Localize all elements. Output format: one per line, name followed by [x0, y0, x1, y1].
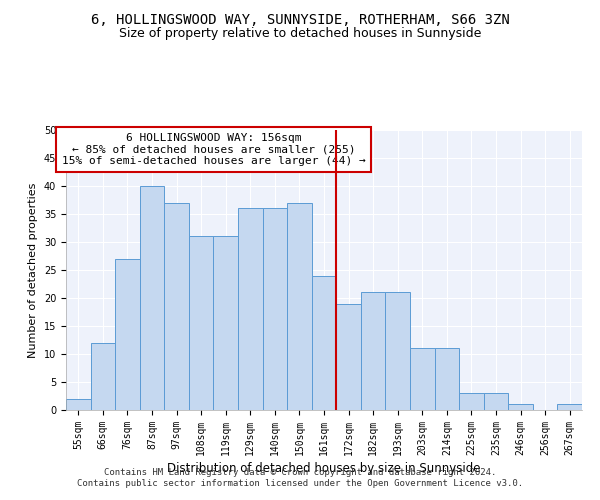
Bar [484, 393, 508, 410]
Bar [410, 348, 434, 410]
Bar [140, 186, 164, 410]
Bar [385, 292, 410, 410]
X-axis label: Distribution of detached houses by size in Sunnyside: Distribution of detached houses by size … [167, 462, 481, 475]
Bar [434, 348, 459, 410]
Bar [361, 292, 385, 410]
Text: Size of property relative to detached houses in Sunnyside: Size of property relative to detached ho… [119, 28, 481, 40]
Bar [115, 259, 140, 410]
Bar [238, 208, 263, 410]
Bar [91, 343, 115, 410]
Bar [557, 404, 582, 410]
Bar [508, 404, 533, 410]
Bar [336, 304, 361, 410]
Bar [189, 236, 214, 410]
Text: 6 HOLLINGSWOOD WAY: 156sqm
← 85% of detached houses are smaller (255)
15% of sem: 6 HOLLINGSWOOD WAY: 156sqm ← 85% of deta… [62, 133, 365, 166]
Bar [312, 276, 336, 410]
Bar [287, 203, 312, 410]
Text: Contains HM Land Registry data © Crown copyright and database right 2024.
Contai: Contains HM Land Registry data © Crown c… [77, 468, 523, 487]
Bar [164, 203, 189, 410]
Bar [66, 399, 91, 410]
Y-axis label: Number of detached properties: Number of detached properties [28, 182, 38, 358]
Bar [214, 236, 238, 410]
Bar [459, 393, 484, 410]
Bar [263, 208, 287, 410]
Text: 6, HOLLINGSWOOD WAY, SUNNYSIDE, ROTHERHAM, S66 3ZN: 6, HOLLINGSWOOD WAY, SUNNYSIDE, ROTHERHA… [91, 12, 509, 26]
